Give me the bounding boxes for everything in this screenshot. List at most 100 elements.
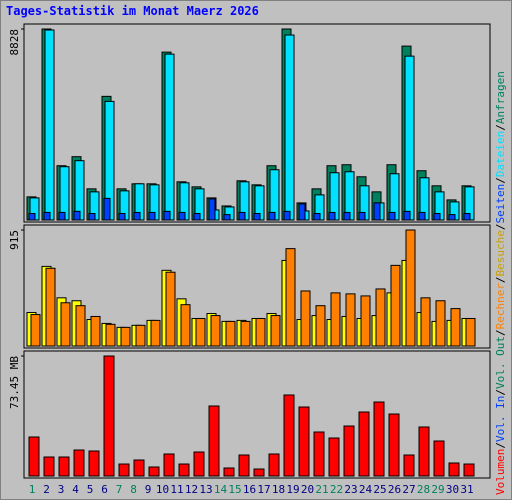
bar (193, 213, 201, 221)
bar (463, 213, 471, 221)
bar (178, 211, 186, 221)
bar (75, 305, 86, 347)
bar (165, 271, 176, 347)
bar (388, 413, 400, 477)
x-tick-label: 10 (156, 483, 169, 496)
bar (268, 453, 280, 477)
bar (405, 229, 416, 347)
bar (135, 324, 146, 347)
bar (148, 466, 160, 477)
bar (298, 406, 310, 477)
legend-separator: / (494, 442, 507, 449)
bar (88, 450, 100, 477)
bar (298, 203, 306, 221)
x-tick-label: 13 (199, 483, 212, 496)
x-tick-label: 11 (170, 483, 183, 496)
bar (388, 211, 396, 221)
bar (180, 304, 191, 347)
bar (343, 211, 351, 221)
bar (433, 440, 445, 477)
bar (118, 463, 130, 477)
bar (43, 211, 51, 221)
x-tick-label: 30 (446, 483, 459, 496)
bar (433, 213, 441, 221)
bar (73, 449, 85, 477)
x-tick-label: 17 (257, 483, 270, 496)
bar (44, 29, 55, 221)
bar (90, 315, 101, 347)
bar (465, 317, 476, 347)
bar (253, 213, 261, 221)
bar (268, 211, 276, 221)
x-tick-label: 5 (87, 483, 94, 496)
bar (450, 308, 461, 347)
bar (463, 463, 475, 477)
x-tick-label: 24 (359, 483, 373, 496)
bar (403, 210, 411, 221)
bar (58, 456, 70, 477)
bar (403, 454, 415, 477)
x-tick-label: 6 (101, 483, 108, 496)
legend-entry: Vol. In (494, 396, 507, 442)
bar (375, 288, 386, 347)
bar (103, 355, 115, 477)
bar (284, 34, 295, 221)
bar (193, 451, 205, 477)
bar (45, 267, 56, 347)
bar (103, 197, 111, 221)
bar (345, 293, 356, 347)
legend-entry: Seiten (494, 184, 507, 224)
bar (163, 453, 175, 477)
x-tick-label: 27 (402, 483, 415, 496)
chart-title: Tages-Statistik im Monat Maerz 2026 (6, 4, 259, 18)
bar (118, 213, 126, 221)
legend-separator: / (494, 124, 507, 131)
bar (28, 213, 36, 221)
bar (133, 459, 145, 477)
x-tick-label: 14 (214, 483, 228, 496)
legend-entry: Dateien (494, 131, 507, 177)
legend-separator: / (494, 177, 507, 184)
x-tick-label: 15 (228, 483, 241, 496)
y-tick-label: 915 (8, 230, 21, 250)
bar (390, 264, 401, 347)
x-tick-label: 2 (43, 483, 50, 496)
legend-separator: / (494, 223, 507, 230)
legend-separator: / (494, 329, 507, 336)
bar (255, 317, 266, 347)
panel (23, 350, 491, 479)
y-tick-label: 8828 (8, 29, 21, 56)
bar (150, 319, 161, 347)
bar (328, 211, 336, 221)
x-tick-label: 4 (72, 483, 79, 496)
bar (225, 320, 236, 347)
bar (238, 211, 246, 221)
bar (133, 211, 141, 221)
bar (360, 295, 371, 347)
bar (283, 394, 295, 477)
bar (210, 315, 221, 347)
bar (148, 211, 156, 221)
bar (28, 436, 40, 477)
x-tick-label: 9 (145, 483, 152, 496)
legend-entry: Volumen (494, 449, 507, 495)
bar (270, 315, 281, 347)
bar (43, 456, 55, 477)
bar (238, 454, 250, 477)
bar (253, 468, 265, 477)
bar (300, 290, 311, 347)
bar (178, 463, 190, 477)
x-tick-label: 8 (130, 483, 137, 496)
bar (88, 213, 96, 221)
x-tick-label: 7 (116, 483, 123, 496)
x-tick-label: 19 (286, 483, 299, 496)
bar (420, 297, 431, 347)
bar (164, 53, 175, 221)
x-tick-label: 12 (185, 483, 198, 496)
x-tick-label: 18 (272, 483, 285, 496)
bar (195, 317, 206, 347)
x-tick-label: 28 (417, 483, 430, 496)
bar (105, 323, 116, 347)
